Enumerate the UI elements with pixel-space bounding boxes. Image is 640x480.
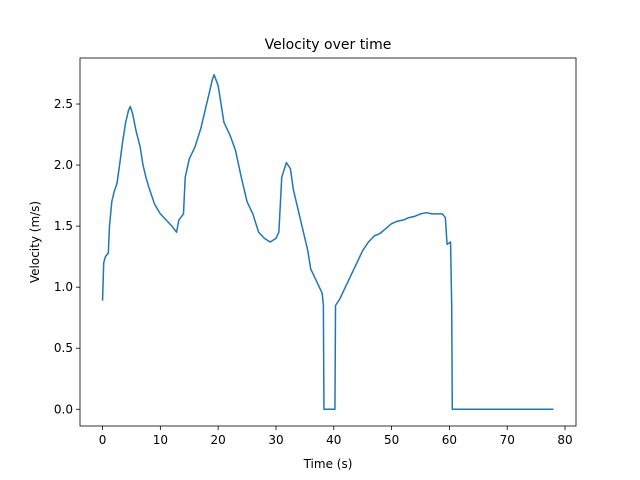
plot-frame [79, 57, 577, 427]
y-tick-label: 1.0 [54, 280, 73, 294]
x-tick-label: 70 [500, 433, 515, 447]
y-tick-label: 0.0 [54, 402, 73, 416]
y-tick-label: 2.0 [54, 158, 73, 172]
x-tick-label: 80 [557, 433, 572, 447]
x-tick-label: 30 [268, 433, 283, 447]
y-axis-label: Velocity (m/s) [28, 201, 42, 283]
chart-title: Velocity over time [265, 37, 392, 53]
x-tick-label: 10 [153, 433, 168, 447]
y-tick-label: 0.5 [54, 341, 73, 355]
x-tick-label: 40 [326, 433, 341, 447]
x-tick-label: 60 [442, 433, 457, 447]
y-tick-label: 1.5 [54, 219, 73, 233]
x-tick-label: 20 [211, 433, 226, 447]
x-tick-label: 0 [99, 433, 107, 447]
y-tick-label: 2.5 [54, 97, 73, 111]
x-axis-label: Time (s) [303, 457, 353, 471]
x-tick-label: 50 [384, 433, 399, 447]
data-line [101, 73, 554, 411]
